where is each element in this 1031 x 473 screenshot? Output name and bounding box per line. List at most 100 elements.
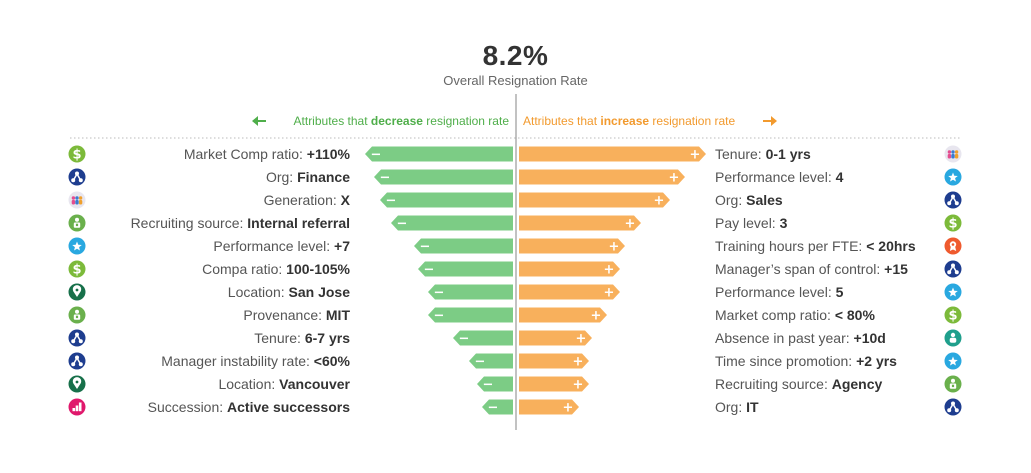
attribute-value: 4: [836, 169, 844, 185]
attribute-name: Performance level:: [715, 169, 836, 185]
attribute-name: Manager’s span of control:: [715, 261, 884, 277]
increase-bar-5: [519, 238, 625, 254]
plus-icon: +: [669, 171, 680, 186]
increase-caption-keyword: increase: [600, 114, 649, 128]
attribute-name: Performance level:: [715, 284, 836, 300]
dollar-icon: $: [944, 214, 962, 232]
increase-attribute-label-5: Training hours per FTE: < 20hrs: [715, 238, 916, 254]
plus-icon: +: [654, 194, 665, 209]
plus-icon: +: [625, 217, 636, 232]
attribute-name: Recruiting source:: [715, 376, 832, 392]
decrease-bar-4: [391, 215, 513, 231]
attribute-name: Compa ratio:: [202, 261, 286, 277]
attribute-value: 3: [780, 215, 788, 231]
decrease-bar-11: [477, 376, 513, 392]
attribute-value: IT: [746, 399, 759, 415]
decrease-bar-12: [482, 399, 513, 415]
decrease-caption-text: Attributes that: [294, 114, 371, 128]
increase-bar-10: [519, 353, 589, 369]
attribute-name: Org:: [715, 192, 746, 208]
attribute-name: Tenure:: [254, 330, 305, 346]
attribute-name: Location:: [218, 376, 279, 392]
minus-icon: −: [420, 240, 431, 255]
decrease-attribute-label-4: Recruiting source: Internal referral: [131, 215, 350, 231]
org-chart-icon: [944, 260, 962, 278]
attribute-value: 100-105%: [286, 261, 350, 277]
attribute-name: Succession:: [148, 399, 227, 415]
minus-icon: −: [459, 332, 470, 347]
dollar-icon: $: [944, 306, 962, 324]
increase-bar-12: [519, 399, 579, 415]
attribute-value: Agency: [832, 376, 883, 392]
increase-bar-6: [519, 261, 620, 277]
decrease-attribute-label-10: Manager instability rate: <60%: [161, 353, 350, 369]
org-chart-icon: [944, 398, 962, 416]
increase-attribute-label-11: Recruiting source: Agency: [715, 376, 883, 392]
plus-icon: +: [690, 148, 701, 163]
people-icon: [68, 191, 86, 209]
star-icon: [944, 352, 962, 370]
decrease-attribute-label-5: Performance level: +7: [213, 238, 350, 254]
plus-icon: +: [591, 309, 602, 324]
overall-rate-value: 8.2%: [482, 40, 549, 71]
attribute-value: X: [341, 192, 351, 208]
attribute-value: 6-7 yrs: [305, 330, 350, 346]
succession-icon: [68, 398, 86, 416]
attribute-name: Absence in past year:: [715, 330, 854, 346]
decrease-bar-3: [380, 192, 513, 208]
chart-header: 8.2% Overall Resignation Rate: [0, 40, 1031, 88]
attribute-value: < 20hrs: [866, 238, 916, 254]
star-icon: [944, 168, 962, 186]
attribute-name: Market comp ratio:: [715, 307, 835, 323]
decrease-bar-2: [374, 169, 513, 185]
location-pin-icon: [68, 375, 86, 393]
increase-bar-1: [519, 146, 706, 162]
attribute-value: <60%: [314, 353, 351, 369]
decrease-bar-10: [469, 353, 513, 369]
overall-rate-label: Overall Resignation Rate: [443, 73, 588, 88]
attribute-value: 5: [836, 284, 844, 300]
increase-bar-9: [519, 330, 592, 346]
increase-attribute-label-12: Org: IT: [715, 399, 759, 415]
attribute-name: Training hours per FTE:: [715, 238, 866, 254]
decrease-bar-7: [428, 284, 513, 300]
plus-icon: +: [573, 378, 584, 393]
increase-attribute-label-9: Absence in past year: +10d: [715, 330, 886, 346]
attribute-name: Market Comp ratio:: [184, 146, 307, 162]
decrease-attribute-label-7: Location: San Jose: [228, 284, 350, 300]
decrease-attribute-label-2: Org: Finance: [266, 169, 350, 185]
increase-caption: Attributes that increase resignation rat…: [523, 114, 735, 128]
increase-attribute-label-2: Performance level: 4: [715, 169, 844, 185]
attribute-value: Finance: [297, 169, 350, 185]
minus-icon: −: [380, 171, 391, 186]
decrease-attribute-label-8: Provenance: MIT: [243, 307, 350, 323]
decrease-bar-9: [453, 330, 513, 346]
decrease-attribute-label-1: Market Comp ratio: +110%: [184, 146, 351, 162]
plus-icon: +: [604, 286, 615, 301]
decrease-attribute-label-9: Tenure: 6-7 yrs: [254, 330, 350, 346]
plus-icon: +: [563, 401, 574, 416]
decrease-caption-keyword: decrease: [371, 114, 423, 128]
minus-icon: −: [397, 217, 408, 232]
plus-icon: +: [576, 332, 587, 347]
increase-attribute-label-6: Manager’s span of control: +15: [715, 261, 908, 277]
dollar-icon: $: [68, 145, 86, 163]
minus-icon: −: [371, 148, 382, 163]
people-icon: [944, 145, 962, 163]
attribute-name: Org:: [715, 399, 746, 415]
recruit-icon: [68, 306, 86, 324]
increase-attribute-label-1: Tenure: 0-1 yrs: [715, 146, 811, 162]
attribute-name: Org:: [266, 169, 297, 185]
svg-text:$: $: [948, 217, 957, 232]
increase-attribute-label-7: Performance level: 5: [715, 284, 844, 300]
attribute-value: Active successors: [227, 399, 350, 415]
location-pin-icon: [68, 283, 86, 301]
increase-attribute-label-3: Org: Sales: [715, 192, 783, 208]
minus-icon: −: [434, 286, 445, 301]
decrease-attribute-label-12: Succession: Active successors: [148, 399, 351, 415]
attribute-name: Performance level:: [213, 238, 334, 254]
minus-icon: −: [483, 378, 494, 393]
minus-icon: −: [475, 355, 486, 370]
attribute-value: 0-1 yrs: [766, 146, 811, 162]
